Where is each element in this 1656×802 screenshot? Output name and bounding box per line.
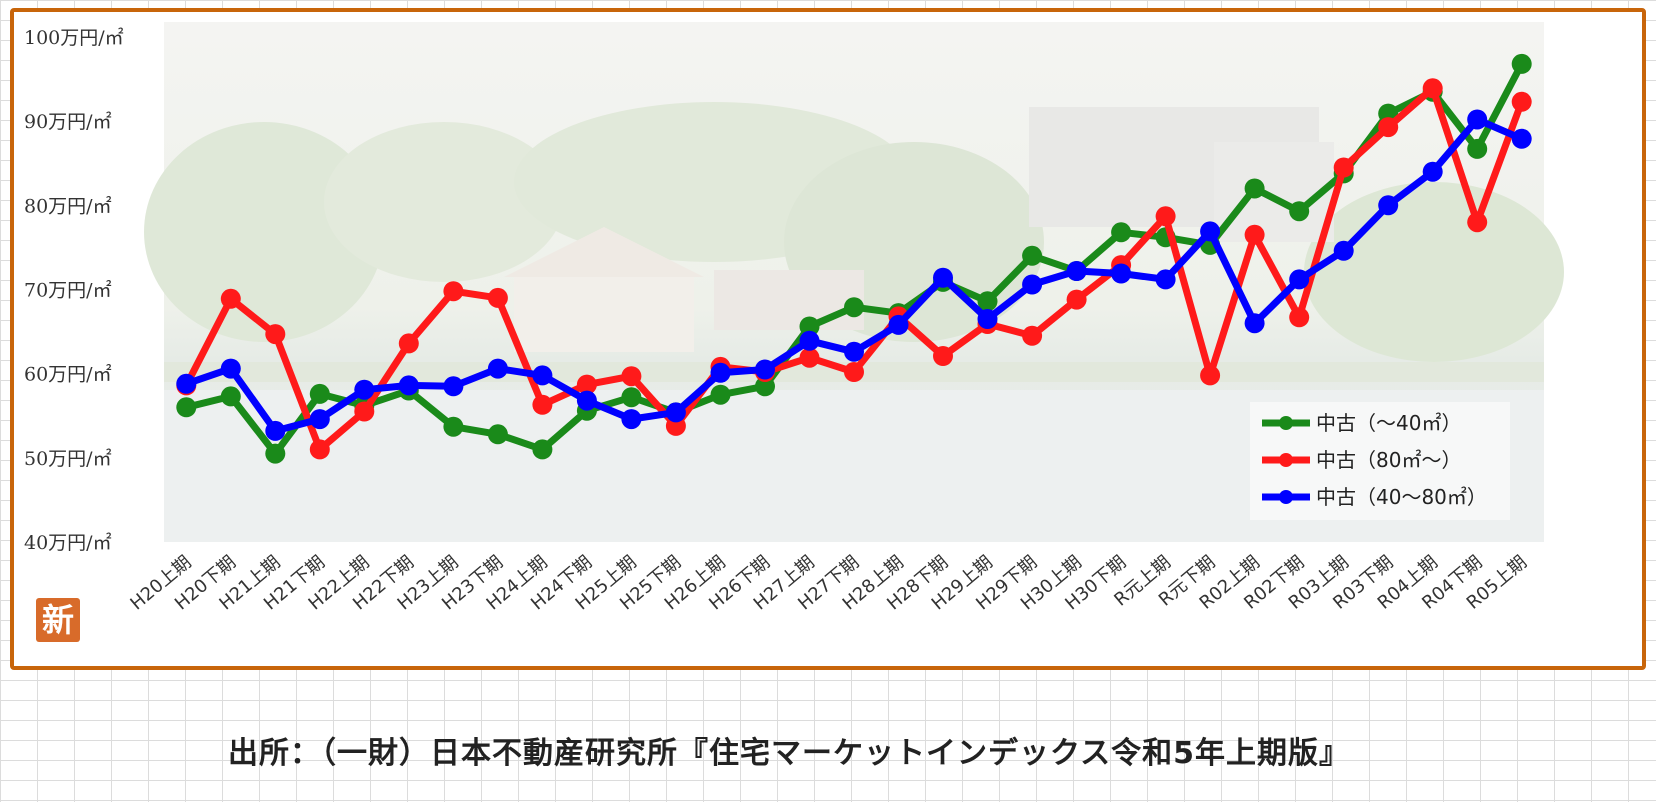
series-2 — [176, 78, 1532, 460]
data-point — [977, 309, 998, 329]
data-point — [799, 347, 820, 368]
data-point — [710, 384, 731, 405]
data-point — [1289, 307, 1310, 328]
data-point — [977, 291, 998, 312]
data-point — [176, 397, 197, 418]
data-point — [755, 359, 775, 380]
legend-label: 中古（80㎡～） — [1316, 448, 1461, 472]
legend-marker — [1279, 490, 1293, 504]
legend-marker — [1279, 453, 1293, 467]
y-tick-label: 50万円/㎡ — [24, 447, 112, 470]
data-point — [309, 383, 330, 404]
data-point — [1022, 245, 1043, 266]
data-point — [621, 366, 642, 387]
data-point — [799, 330, 820, 351]
data-point — [1511, 128, 1532, 149]
data-point — [1422, 78, 1443, 99]
data-point — [443, 281, 464, 302]
data-point — [354, 379, 375, 400]
data-point — [487, 287, 508, 308]
data-point — [1111, 222, 1132, 243]
data-point — [710, 362, 731, 383]
y-tick-label: 100万円/㎡ — [24, 26, 124, 49]
data-point — [665, 402, 686, 423]
data-point — [220, 386, 241, 407]
data-point — [933, 267, 953, 288]
data-point — [220, 358, 241, 379]
chart-frame: 40万円/㎡ 50万円/㎡ 60万円/㎡ 70万円/㎡ 80万円/㎡ 90万円/㎡ 100万… — [10, 8, 1646, 670]
data-point — [844, 362, 864, 382]
data-point — [1200, 221, 1221, 242]
data-point — [1333, 240, 1354, 261]
data-point — [398, 375, 419, 396]
legend: 中古（～40㎡） 中古（80㎡～） 中古（40～80㎡） — [1250, 402, 1510, 520]
data-point — [1111, 263, 1132, 284]
data-point — [487, 424, 508, 445]
data-point — [1200, 365, 1221, 386]
data-point — [844, 297, 864, 318]
data-point — [443, 416, 464, 437]
data-point — [443, 376, 464, 397]
data-point — [1289, 201, 1310, 222]
data-point — [532, 365, 553, 386]
legend-label: 中古（40～80㎡） — [1316, 485, 1487, 509]
data-point — [1155, 206, 1176, 227]
data-point — [487, 358, 508, 379]
data-point — [755, 376, 775, 397]
y-tick-label: 40万円/㎡ — [24, 531, 112, 554]
y-tick-label: 80万円/㎡ — [24, 194, 112, 217]
data-point — [1022, 274, 1043, 295]
data-point — [309, 439, 330, 460]
data-point — [1511, 91, 1532, 112]
data-point — [621, 409, 642, 430]
data-point — [265, 443, 286, 464]
data-point — [621, 387, 642, 408]
data-point — [1155, 269, 1176, 290]
y-tick-label: 60万円/㎡ — [24, 363, 112, 386]
legend-label: 中古（～40㎡） — [1316, 411, 1461, 435]
data-point — [1378, 195, 1399, 216]
data-point — [1022, 325, 1043, 346]
data-point — [1244, 178, 1265, 199]
data-point — [1422, 161, 1443, 182]
data-point — [576, 390, 597, 411]
data-point — [398, 333, 419, 354]
data-point — [1244, 313, 1265, 334]
source-note: 出所：（一財）日本不動産研究所『住宅マーケットインデックス令和5年上期版』 — [228, 736, 1350, 771]
data-point — [176, 373, 197, 394]
data-point — [1467, 212, 1488, 233]
data-point — [220, 288, 241, 309]
data-point — [799, 316, 820, 337]
data-point — [1289, 269, 1310, 290]
y-tick-label: 90万円/㎡ — [24, 110, 112, 133]
data-point — [888, 314, 909, 335]
background-photo — [144, 22, 1564, 542]
new-badge: 新 — [36, 598, 80, 642]
data-point — [354, 401, 375, 422]
data-point — [1333, 157, 1354, 178]
series-3 — [176, 109, 1532, 441]
data-point — [1244, 224, 1265, 245]
data-point — [532, 439, 553, 460]
data-point — [576, 374, 597, 395]
data-point — [1511, 53, 1532, 74]
line-chart: 40万円/㎡ 50万円/㎡ 60万円/㎡ 70万円/㎡ 80万円/㎡ 90万円/㎡ 100万… — [24, 22, 1564, 614]
data-point — [1467, 138, 1488, 159]
data-point — [933, 346, 953, 366]
legend-marker — [1279, 416, 1293, 430]
series-layer — [176, 53, 1532, 464]
data-point — [844, 341, 864, 362]
data-point — [1378, 117, 1399, 138]
data-point — [1467, 109, 1488, 130]
data-point — [309, 409, 330, 430]
data-point — [1066, 261, 1087, 281]
y-tick-label: 70万円/㎡ — [24, 279, 112, 302]
data-point — [1066, 289, 1087, 310]
data-point — [532, 394, 553, 415]
data-point — [265, 420, 286, 441]
data-point — [265, 324, 286, 345]
